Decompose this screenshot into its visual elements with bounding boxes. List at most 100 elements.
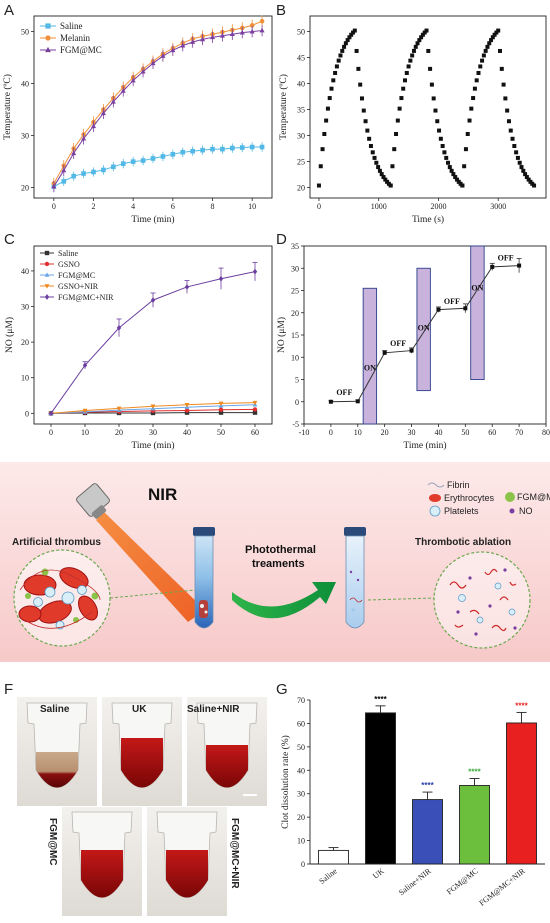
- photo-fgm: [62, 807, 142, 916]
- series-line: [53, 146, 263, 188]
- legend-label: GSNO: [58, 260, 80, 269]
- data-point: [438, 136, 443, 141]
- data-point: [515, 155, 520, 160]
- nir-beam: [96, 512, 205, 622]
- data-point: [130, 159, 136, 164]
- data-point: [90, 123, 97, 129]
- plot-frame: [309, 15, 547, 199]
- artificial-thrombus-label: Artificial thrombus: [12, 537, 101, 548]
- x-tick-label: 10: [81, 428, 89, 437]
- data-point: [160, 53, 166, 58]
- bar: [412, 799, 443, 865]
- data-point: [492, 32, 497, 37]
- zoom-line: [109, 589, 196, 599]
- data-point: [343, 41, 348, 46]
- data-point: [410, 53, 415, 58]
- data-point: [101, 167, 106, 173]
- data-point: [180, 42, 186, 48]
- data-point: [517, 263, 522, 268]
- data-point: [363, 119, 368, 124]
- legend-marker: [44, 261, 50, 267]
- data-point: [61, 167, 67, 173]
- y-tick-label: 20: [297, 184, 305, 193]
- data-point: [469, 106, 474, 111]
- chart-b: 0 1000 2000 3000 20 25 30 35 40 45 50 Time (s) Tempe…: [278, 15, 547, 225]
- photothermal-label-1: Photothermal: [245, 544, 316, 556]
- schematic-e: NIR Artificial thrombus: [0, 462, 550, 662]
- no-dot-icon: [509, 508, 515, 514]
- data-point: [352, 28, 357, 33]
- legend-marker: [44, 272, 50, 277]
- data-point: [379, 172, 384, 177]
- y-tick-label: 40: [21, 80, 29, 89]
- legend-erythrocytes: Erythrocytes: [444, 493, 495, 503]
- data-point: [436, 307, 441, 312]
- data-point: [497, 48, 502, 53]
- data-point: [506, 119, 511, 124]
- y-tick-label: 10: [297, 837, 305, 846]
- y-tick-label: 30: [297, 132, 305, 141]
- data-point: [184, 284, 190, 290]
- x-tick-label: 60: [488, 428, 496, 437]
- data-point: [239, 145, 245, 150]
- data-point: [449, 168, 454, 173]
- x-axis-label: Time (s): [412, 214, 444, 225]
- data-point: [120, 161, 126, 166]
- data-point: [394, 131, 399, 136]
- data-point: [462, 164, 467, 169]
- fibrin-icon: [427, 482, 445, 488]
- data-point: [382, 350, 387, 355]
- y-tick-label: 35: [291, 242, 299, 251]
- data-point: [345, 38, 350, 43]
- legend-marker: [45, 23, 51, 29]
- data-point: [485, 44, 490, 49]
- category-label: FGM@MC+NIR: [477, 866, 527, 908]
- data-point: [490, 264, 495, 269]
- data-point: [331, 78, 336, 83]
- photo-saline: [17, 697, 97, 806]
- legend-label: FGM@MC: [60, 45, 102, 55]
- on-off-label: ON: [418, 324, 430, 333]
- on-off-label: OFF: [498, 254, 514, 263]
- data-point: [249, 28, 255, 34]
- data-point: [354, 48, 359, 53]
- data-point: [365, 128, 370, 133]
- x-tick-label: 60: [251, 428, 259, 437]
- data-point: [325, 106, 330, 111]
- x-axis-label: Time (min): [131, 440, 174, 451]
- nir-on-bar: [470, 245, 485, 380]
- data-point: [467, 118, 472, 123]
- data-point: [356, 66, 361, 71]
- data-point: [512, 143, 517, 148]
- photos-f: Saline UK Saline+NIR FGM@MC FGM@MC+NIR: [17, 697, 267, 916]
- significance-label: ****: [515, 701, 528, 710]
- data-point: [116, 325, 122, 331]
- data-point: [140, 158, 146, 163]
- arrow-icon: [232, 582, 336, 619]
- x-tick-label: 50: [217, 428, 225, 437]
- data-point: [383, 177, 388, 182]
- data-point: [320, 147, 325, 152]
- nir-on-bar: [362, 287, 378, 425]
- data-point: [220, 146, 225, 152]
- data-point: [465, 131, 470, 136]
- x-tick-label: 4: [131, 202, 135, 211]
- data-point: [519, 165, 524, 170]
- data-point: [388, 183, 393, 188]
- data-point: [517, 160, 522, 165]
- y-tick-label: 30: [291, 264, 299, 273]
- data-point: [218, 275, 224, 282]
- scale-bar: [243, 794, 257, 796]
- y-tick-label: 5: [295, 376, 299, 385]
- data-point: [415, 41, 420, 46]
- data-point: [424, 28, 429, 33]
- x-tick-label: 70: [515, 428, 523, 437]
- data-point: [437, 128, 442, 133]
- data-point: [440, 143, 445, 148]
- data-point: [526, 177, 531, 182]
- on-off-label: ON: [471, 284, 483, 293]
- data-point: [523, 172, 528, 177]
- photo-uk: [102, 697, 182, 806]
- legend-marker: [44, 294, 50, 300]
- data-point: [150, 60, 156, 66]
